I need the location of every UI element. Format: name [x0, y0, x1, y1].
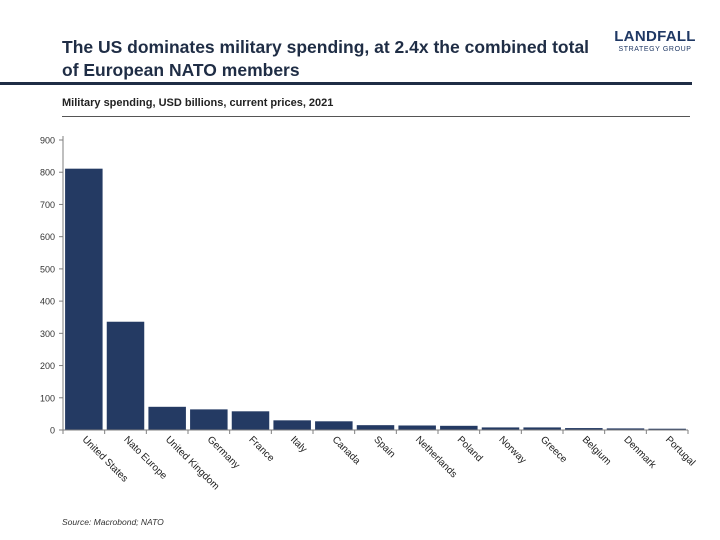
y-tick-label: 500	[40, 264, 55, 274]
x-tick-label: Norway	[496, 434, 528, 466]
bars	[65, 168, 686, 430]
bar	[565, 428, 603, 430]
x-tick-label: Spain	[371, 434, 397, 460]
bar-chart: 0 100 200 300 400 500 600 700 800 900 United Stat…	[40, 136, 697, 493]
bar	[273, 420, 311, 430]
bar	[148, 406, 186, 430]
subtitle-divider	[62, 116, 690, 117]
x-tick-label: France	[246, 434, 276, 464]
x-tick-label: Netherlands	[413, 434, 459, 480]
x-tick-label: Canada	[330, 434, 363, 467]
bar	[315, 421, 353, 430]
bar	[106, 321, 145, 430]
bar	[65, 168, 103, 430]
y-axis: 0 100 200 300 400 500 600 700 800 900	[40, 136, 64, 436]
header-divider	[0, 82, 692, 85]
bar	[231, 411, 270, 430]
x-tick-label: Portugal	[663, 434, 697, 468]
source-note: Source: Macrobond; NATO	[62, 517, 164, 527]
y-tick-label: 100	[40, 393, 55, 403]
chart-subtitle: Military spending, USD billions, current…	[62, 97, 334, 109]
bar	[398, 425, 436, 430]
x-tick-label: Greece	[538, 434, 569, 465]
y-tick-label: 700	[40, 200, 55, 210]
y-tick-label: 0	[50, 426, 55, 436]
logo-sub-text: STRATEGY GROUP	[618, 46, 692, 53]
bar	[606, 428, 645, 430]
y-tick-label: 800	[40, 168, 55, 178]
y-tick-label: 200	[40, 361, 55, 371]
logo-main-text: LANDFALL	[614, 28, 696, 45]
bar	[481, 427, 520, 430]
landfall-logo: LANDFALL STRATEGY GROUP	[612, 28, 698, 53]
bar	[648, 428, 686, 430]
y-tick-label: 300	[40, 329, 55, 339]
x-tick-label: Italy	[288, 434, 309, 455]
x-tick-label: Poland	[455, 434, 485, 464]
x-tick-label: Germany	[205, 434, 242, 471]
y-tick-label: 900	[40, 136, 55, 146]
x-tick-label: Belgium	[580, 434, 613, 467]
bar	[523, 427, 561, 430]
y-tick-label: 400	[40, 297, 55, 307]
y-tick-label: 600	[40, 232, 55, 242]
x-tick-label: Denmark	[621, 434, 658, 471]
bar	[190, 409, 228, 430]
chart-title: The US dominates military spending, at 2…	[62, 37, 590, 80]
bar	[356, 425, 395, 430]
bar	[440, 425, 478, 430]
